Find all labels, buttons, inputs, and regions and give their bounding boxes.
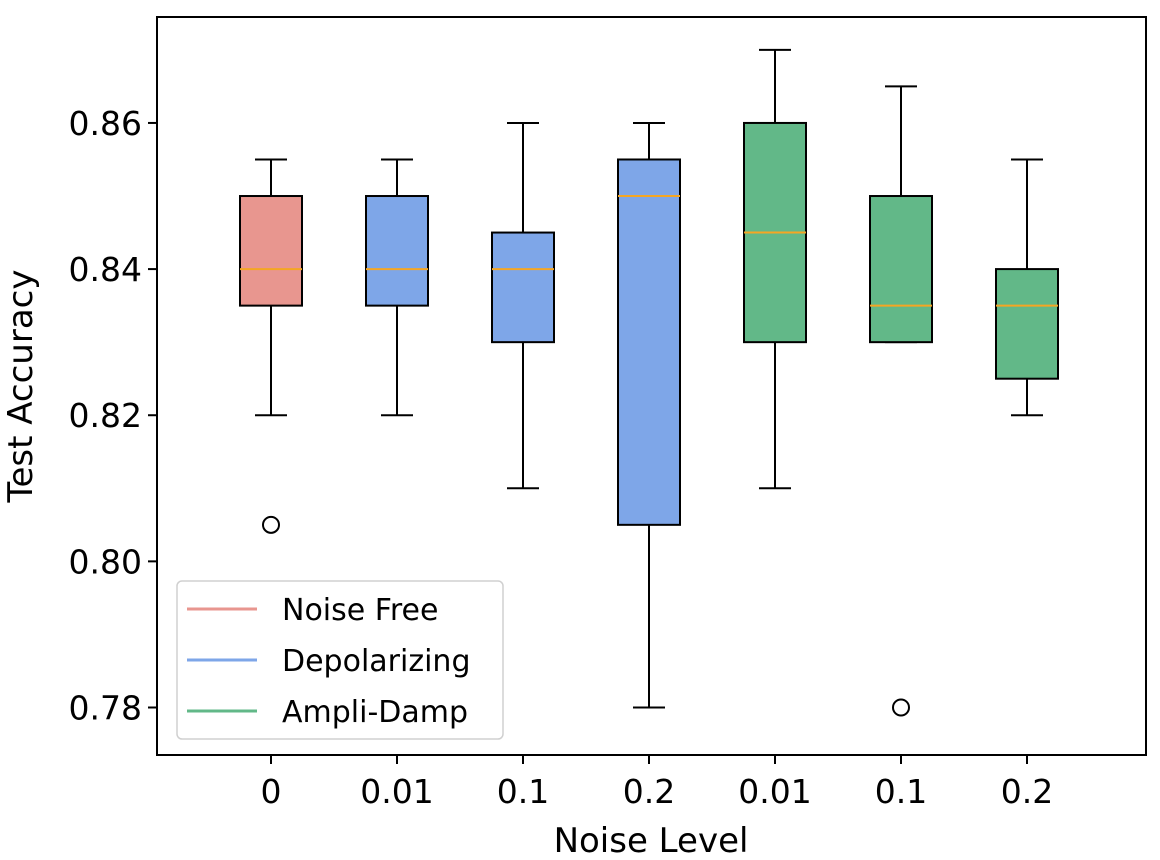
iqr-box bbox=[869, 195, 933, 344]
y-axis-label: Test Accuracy bbox=[1, 270, 41, 504]
y-tick-label: 0.82 bbox=[69, 396, 142, 435]
axes: 0.78 0.80 0.82 0.84 0.86 0 0.01 0.1 0.2 0.01 0.1 0.… bbox=[69, 104, 1054, 811]
x-tick-label: 0.01 bbox=[360, 772, 433, 811]
x-tick-label: 0.01 bbox=[738, 772, 811, 811]
plot-frame bbox=[156, 16, 1147, 756]
box-0 bbox=[239, 158, 303, 534]
x-tick-label: 0.2 bbox=[1001, 772, 1053, 811]
x-tick-label: 0.1 bbox=[875, 772, 927, 811]
iqr-box bbox=[239, 195, 303, 307]
box-4 bbox=[743, 48, 807, 490]
box-1 bbox=[365, 158, 429, 417]
x-axis-label: Noise Level bbox=[554, 821, 749, 860]
box-6 bbox=[995, 158, 1059, 417]
iqr-box bbox=[617, 158, 681, 526]
x-tick-label: 0.1 bbox=[497, 772, 549, 811]
legend-frame bbox=[176, 580, 504, 740]
box-5 bbox=[869, 85, 933, 717]
y-tick-label: 0.80 bbox=[69, 542, 142, 581]
iqr-box bbox=[995, 268, 1059, 380]
iqr-box bbox=[491, 231, 555, 344]
x-tick-label: 0 bbox=[261, 772, 282, 811]
outlier-point bbox=[892, 698, 910, 717]
outlier-point bbox=[262, 515, 280, 534]
iqr-box bbox=[365, 195, 429, 307]
x-tick-label: 0.2 bbox=[623, 772, 675, 811]
box-2 bbox=[491, 121, 555, 490]
y-tick-label: 0.84 bbox=[69, 250, 142, 289]
plot-area bbox=[239, 48, 1059, 717]
legend-entry-label: Ampli-Damp bbox=[282, 695, 468, 730]
legend-entry-label: Depolarizing bbox=[282, 644, 470, 679]
legend-entry-label: Noise Free bbox=[282, 593, 438, 628]
y-tick-label: 0.78 bbox=[69, 689, 142, 728]
box-3 bbox=[617, 121, 681, 709]
legend: Noise Free Depolarizing Ampli-Damp bbox=[176, 580, 504, 740]
y-tick-label: 0.86 bbox=[69, 104, 142, 143]
